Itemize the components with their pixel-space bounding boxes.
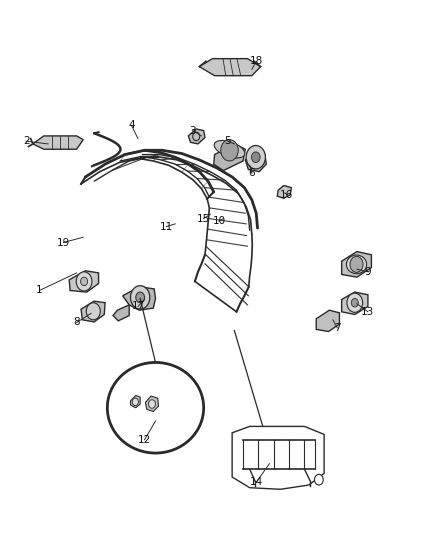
Text: 6: 6 xyxy=(248,168,255,178)
Polygon shape xyxy=(113,305,129,321)
Circle shape xyxy=(351,298,358,307)
Polygon shape xyxy=(81,301,105,322)
Polygon shape xyxy=(214,144,245,171)
Text: 5: 5 xyxy=(224,136,231,146)
Text: 12: 12 xyxy=(138,435,151,445)
Text: 10: 10 xyxy=(212,216,226,226)
Circle shape xyxy=(76,272,92,291)
Polygon shape xyxy=(131,395,140,408)
Circle shape xyxy=(350,256,363,272)
Circle shape xyxy=(81,277,88,286)
Polygon shape xyxy=(33,136,83,149)
Ellipse shape xyxy=(346,255,367,274)
Polygon shape xyxy=(232,426,324,489)
Polygon shape xyxy=(188,129,205,144)
Text: 17: 17 xyxy=(131,302,145,311)
Circle shape xyxy=(132,398,138,406)
Circle shape xyxy=(221,140,238,161)
Circle shape xyxy=(251,152,260,163)
Text: 18: 18 xyxy=(250,56,263,66)
Polygon shape xyxy=(145,396,159,411)
Circle shape xyxy=(246,146,265,169)
Polygon shape xyxy=(123,287,155,310)
Text: 4: 4 xyxy=(128,120,135,130)
Polygon shape xyxy=(277,185,291,198)
Polygon shape xyxy=(199,59,261,76)
Circle shape xyxy=(347,293,363,312)
Circle shape xyxy=(131,286,150,309)
Text: 16: 16 xyxy=(280,190,293,199)
Text: 14: 14 xyxy=(250,478,263,487)
Polygon shape xyxy=(342,292,368,314)
Text: 9: 9 xyxy=(364,267,371,277)
Circle shape xyxy=(136,292,145,303)
Ellipse shape xyxy=(214,141,245,158)
Text: 11: 11 xyxy=(160,222,173,231)
Text: 7: 7 xyxy=(334,323,341,333)
Text: 19: 19 xyxy=(57,238,70,247)
Text: 3: 3 xyxy=(189,126,196,135)
Circle shape xyxy=(148,400,155,408)
Text: 13: 13 xyxy=(361,307,374,317)
Text: 1: 1 xyxy=(36,286,43,295)
Polygon shape xyxy=(316,310,339,332)
Circle shape xyxy=(86,303,100,320)
Polygon shape xyxy=(69,271,99,292)
Text: 2: 2 xyxy=(23,136,30,146)
Text: 8: 8 xyxy=(73,318,80,327)
Ellipse shape xyxy=(107,362,204,453)
Polygon shape xyxy=(342,252,371,277)
Text: 15: 15 xyxy=(197,214,210,223)
Circle shape xyxy=(314,474,323,485)
Polygon shape xyxy=(245,152,266,172)
